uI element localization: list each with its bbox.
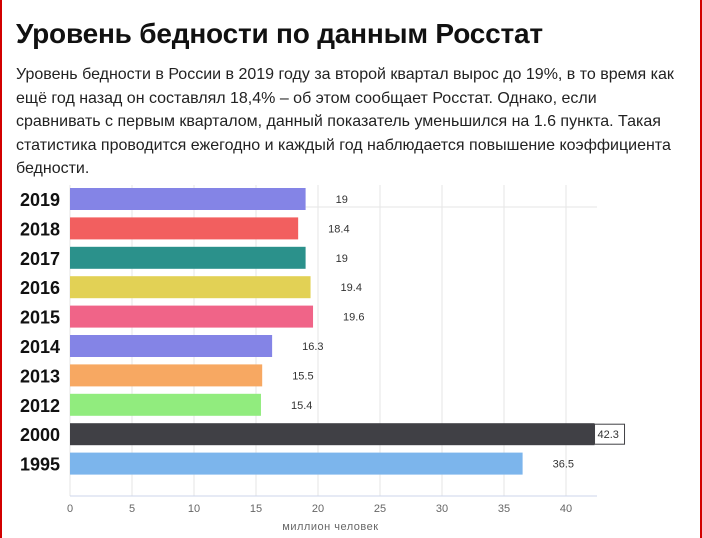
x-tick-label: 40 (560, 503, 572, 515)
bar (70, 335, 273, 357)
chart-data-labels: 19 18.4 19 19.4 19.6 16.3 15.5 15.4 42.3 36.5 (291, 194, 626, 471)
y-tick-label: 2013 (20, 366, 60, 386)
data-label: 15.4 (291, 400, 312, 412)
chart-y-labels: 2019 2018 2017 2016 2015 2014 2013 2012 2000 1995 (20, 190, 60, 475)
x-tick-label: 5 (129, 503, 135, 515)
y-tick-label: 1995 (20, 455, 60, 475)
data-label: 19 (336, 253, 348, 265)
data-label: 42.3 (598, 429, 619, 441)
data-label-box (594, 423, 626, 445)
x-tick-label: 30 (436, 503, 448, 515)
bar (70, 452, 523, 475)
data-label: 19 (336, 194, 348, 206)
poverty-bar-chart: 2019201820172016201520142013201220001995… (20, 185, 626, 533)
chart-x-ticks: 0 5 10 15 20 25 30 35 40 (67, 503, 572, 515)
bar (70, 364, 263, 387)
x-tick-label: 10 (188, 503, 200, 515)
bar (70, 276, 311, 299)
y-tick-label: 2016 (20, 278, 60, 298)
x-axis-label: миллион человек (282, 521, 378, 533)
bar (70, 188, 306, 210)
frame-right-border (700, 0, 702, 538)
frame-left-border (0, 0, 2, 538)
page-title: Уровень бедности по данным Росстат (16, 18, 543, 49)
y-tick-label: 2015 (20, 308, 60, 328)
data-label: 19.4 (341, 282, 362, 294)
bar (70, 217, 299, 240)
y-tick-label: 2018 (20, 219, 60, 239)
x-tick-label: 20 (312, 503, 324, 515)
bar (70, 246, 306, 269)
data-label: 36.5 (553, 459, 574, 471)
y-tick-label: 2017 (20, 249, 60, 269)
data-label: 16.3 (302, 341, 323, 353)
y-tick-label: 2012 (20, 396, 60, 416)
data-label: 18.4 (328, 223, 349, 235)
data-label: 15.5 (292, 370, 313, 382)
bar (70, 393, 261, 416)
y-tick-label: 2014 (20, 337, 60, 357)
bar (70, 305, 314, 328)
description-text: Уровень бедности в России в 2019 году за… (16, 66, 674, 177)
x-tick-label: 0 (67, 503, 73, 515)
data-label: 19.6 (343, 312, 364, 324)
x-tick-label: 25 (374, 503, 386, 515)
y-tick-label: 2019 (20, 190, 60, 210)
x-tick-label: 35 (498, 503, 510, 515)
chart-bars (70, 188, 595, 475)
y-tick-label: 2000 (20, 425, 60, 445)
x-tick-label: 15 (250, 503, 262, 515)
bar (70, 423, 595, 446)
